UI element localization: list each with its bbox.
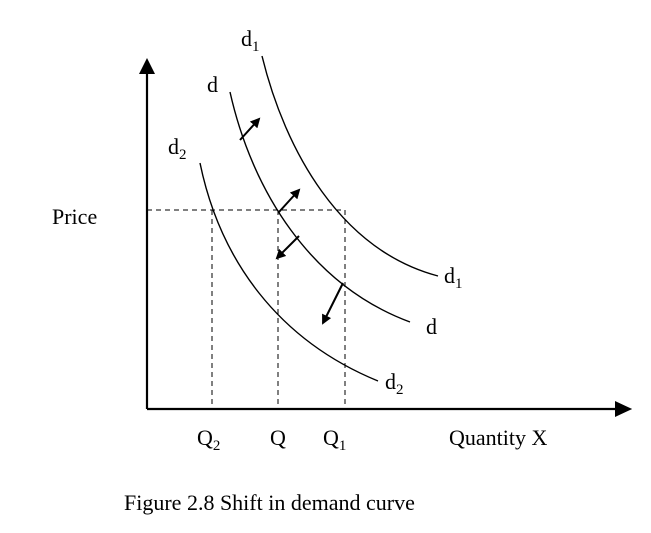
demand-curve-d1 — [261, 55, 439, 277]
shift-arrow-left-1 — [275, 235, 300, 260]
tick-label-q: Q — [270, 425, 286, 450]
label-d1-end: d1 — [444, 263, 463, 292]
x-axis-label: Quantity X — [449, 425, 547, 450]
label-d-top: d — [207, 72, 218, 97]
figure-caption: Figure 2.8 Shift in demand curve — [124, 490, 415, 515]
label-d-end: d — [426, 314, 437, 339]
tick-label-q1: Q1 — [323, 425, 346, 454]
demand-curve-d — [229, 91, 411, 323]
label-d2-top: d2 — [168, 134, 187, 163]
y-axis-label: Price — [52, 204, 97, 229]
shift-arrow-right-2 — [278, 188, 301, 213]
x-axis-arrowhead — [615, 401, 632, 417]
shift-arrow-right-1 — [239, 117, 261, 141]
y-axis-arrowhead — [139, 58, 155, 74]
label-d1-top: d1 — [241, 26, 260, 55]
label-d2-end: d2 — [385, 369, 404, 398]
demand-curve-d2 — [199, 162, 379, 382]
tick-label-q2: Q2 — [197, 425, 220, 454]
shift-arrow-left-2 — [322, 282, 344, 325]
